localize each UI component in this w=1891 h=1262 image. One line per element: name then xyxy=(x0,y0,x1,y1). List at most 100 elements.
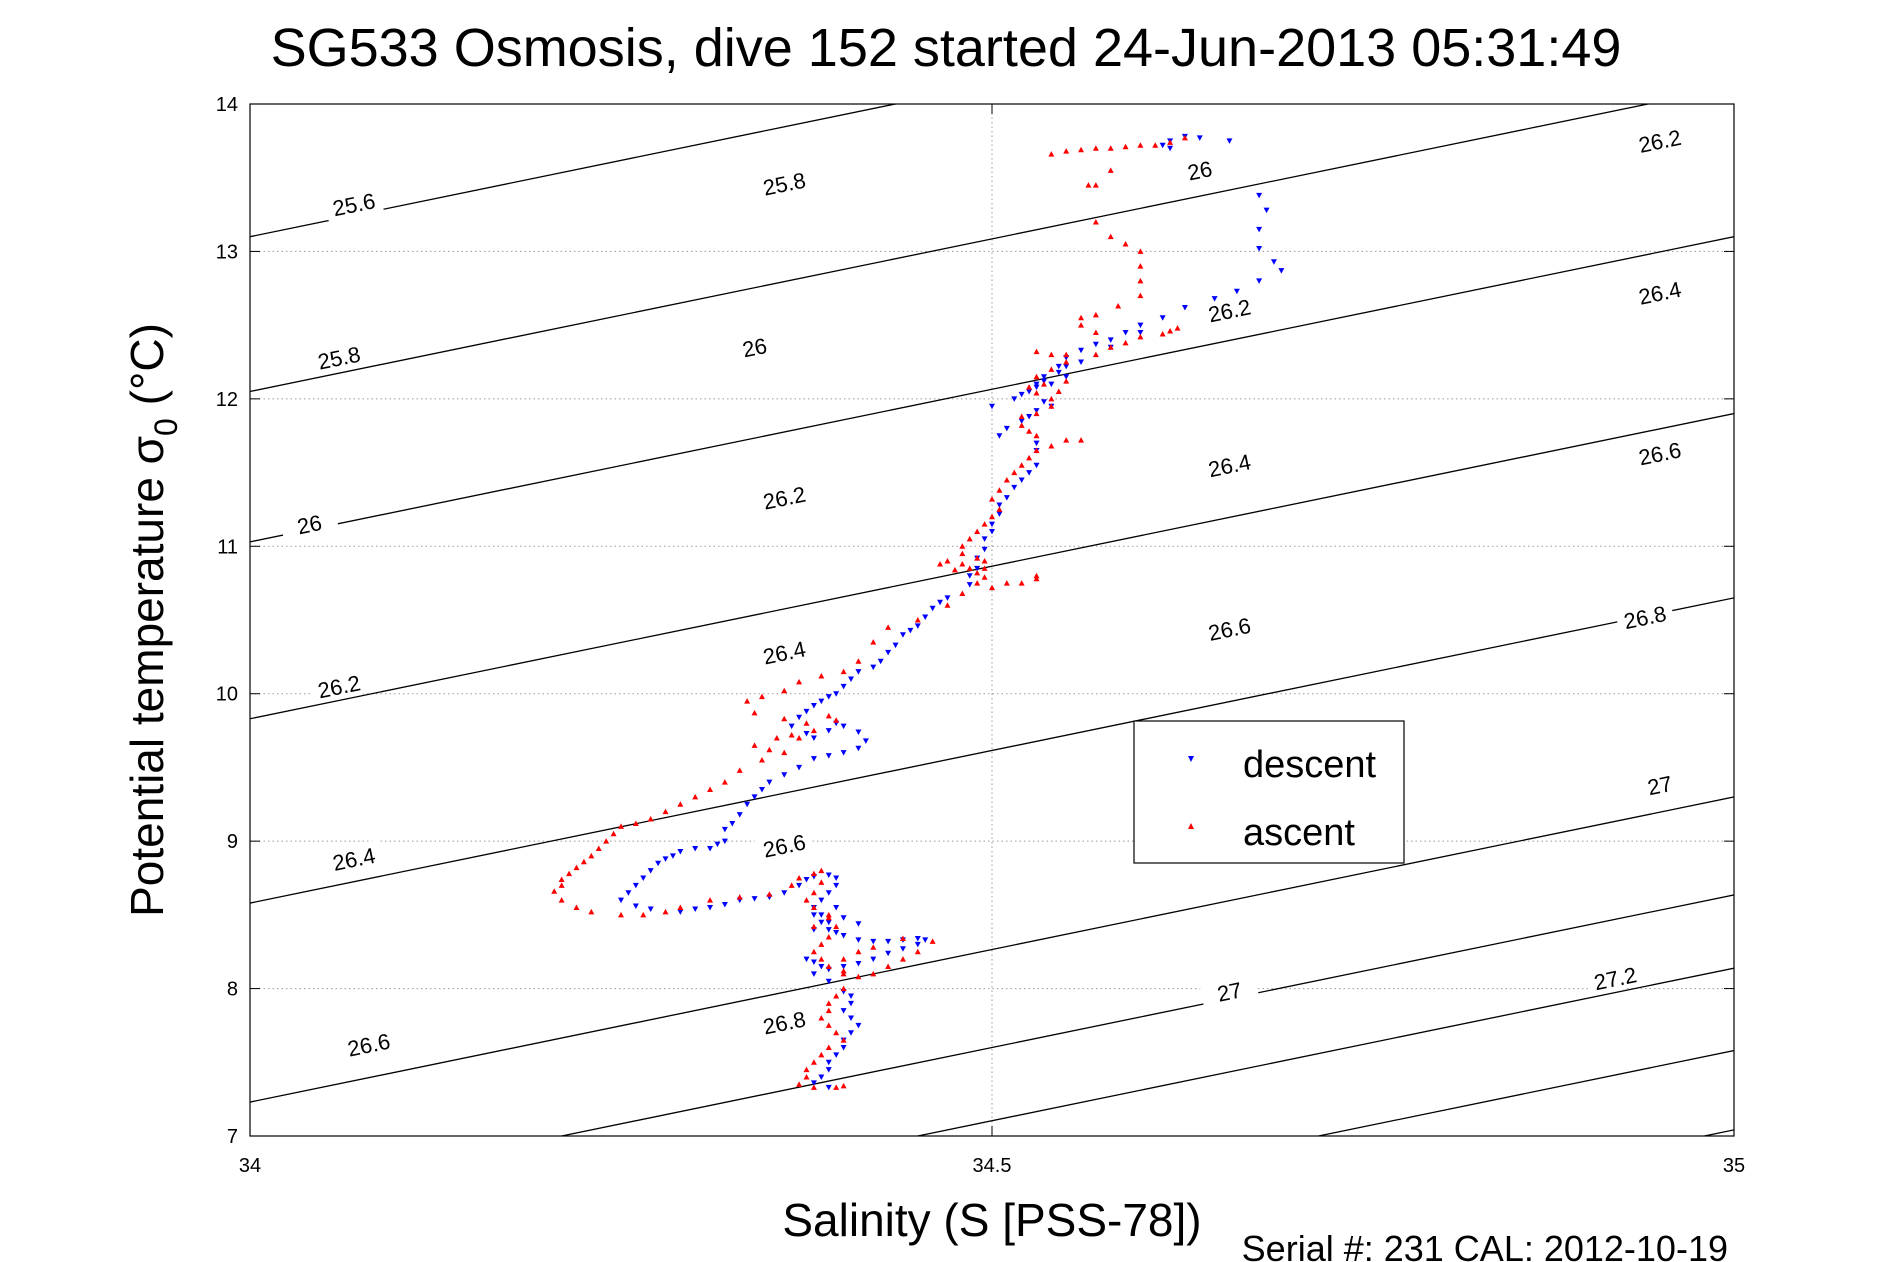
ascent-point xyxy=(885,963,892,969)
ascent-point xyxy=(833,1084,840,1090)
isopycnal-label-bg xyxy=(1169,150,1230,188)
y-axis-label-subscript: 0 xyxy=(148,418,184,436)
descent-point xyxy=(758,787,765,793)
descent-point xyxy=(1011,396,1018,402)
isopycnal-line xyxy=(250,796,1734,1103)
descent-point xyxy=(870,938,877,945)
descent-point xyxy=(632,882,639,889)
ascent-point xyxy=(825,914,832,921)
ascent-point xyxy=(818,1015,825,1021)
ascent-point xyxy=(647,816,654,822)
isopycnal-label-bg xyxy=(1199,445,1260,483)
ascent-point xyxy=(744,698,751,704)
ascent-point xyxy=(1026,428,1033,434)
descent-point xyxy=(855,937,862,943)
ascent-point xyxy=(1092,218,1099,225)
descent-point xyxy=(1040,374,1047,380)
ascent-point xyxy=(1048,366,1055,372)
descent-point xyxy=(1026,414,1033,420)
ascent-point xyxy=(944,602,951,608)
descent-point xyxy=(848,676,855,682)
ascent-point xyxy=(974,555,981,561)
descent-point xyxy=(1196,135,1203,141)
descent-point xyxy=(855,961,862,967)
descent-point xyxy=(825,890,832,896)
ascent-point xyxy=(981,565,988,571)
ascent-point xyxy=(996,487,1003,493)
isopycnal-line xyxy=(917,967,1734,1136)
descent-point xyxy=(1033,440,1040,447)
descent-point xyxy=(981,546,988,553)
descent-point xyxy=(1040,399,1047,405)
descent-point xyxy=(796,764,803,771)
ascent-point xyxy=(825,911,832,918)
descent-point xyxy=(855,921,862,927)
ascent-point xyxy=(773,734,780,741)
ascent-point xyxy=(580,858,587,865)
descent-point xyxy=(848,1015,855,1022)
isopycnal-line xyxy=(250,104,1652,393)
descent-point xyxy=(825,872,832,879)
ascent-point xyxy=(736,894,743,900)
ascent-point xyxy=(825,712,832,719)
ascent-point xyxy=(855,658,862,664)
isopycnal-label: 26.4 xyxy=(323,839,384,877)
isopycnal-line xyxy=(250,104,899,238)
ascent-point xyxy=(573,904,580,910)
descent-point xyxy=(1233,288,1240,295)
descent-point xyxy=(862,738,869,744)
ascent-point xyxy=(677,801,684,807)
isopycnal-label-bg xyxy=(1614,597,1675,635)
descent-point xyxy=(922,937,929,943)
descent-point xyxy=(848,1000,855,1007)
ascent-point xyxy=(959,550,966,557)
ascent-point xyxy=(1011,469,1018,476)
ascent-point xyxy=(914,617,921,623)
ascent-point xyxy=(588,852,595,859)
y-tick-label: 10 xyxy=(216,684,238,706)
isopycnal-label-text: 26 xyxy=(1185,156,1214,185)
y-tick-label: 8 xyxy=(227,979,238,1001)
ascent-point xyxy=(1033,410,1040,417)
isopycnal-line xyxy=(250,236,1734,543)
descent-point xyxy=(855,745,862,752)
series-descent xyxy=(618,133,1285,1091)
ascent-point xyxy=(781,687,788,694)
descent-point xyxy=(1055,369,1062,376)
descent-point xyxy=(907,627,914,634)
descent-point xyxy=(833,875,840,881)
contour-group: 25.625.825.826262626.226.226.226.226.426… xyxy=(250,104,1734,1136)
legend-descent-label: descent xyxy=(1243,744,1377,786)
descent-point xyxy=(937,599,944,606)
ascent-point xyxy=(959,543,966,549)
descent-point xyxy=(1033,381,1040,388)
ascent-point xyxy=(833,717,840,723)
descent-point xyxy=(966,573,973,579)
descent-point xyxy=(810,912,817,918)
descent-point xyxy=(810,1080,817,1086)
ascent-point xyxy=(618,911,624,918)
descent-point xyxy=(929,605,936,612)
descent-point xyxy=(825,1084,832,1091)
series-ascent xyxy=(551,134,1188,1090)
descent-point xyxy=(1018,477,1025,483)
ascent-point xyxy=(1092,145,1099,151)
ascent-point xyxy=(1085,182,1092,188)
descent-point xyxy=(662,856,669,862)
density-contours: 25.625.825.826262626.226.226.226.226.426… xyxy=(250,104,1734,1136)
ascent-point xyxy=(1018,462,1025,468)
isopycnal-label: 26.4 xyxy=(753,633,815,670)
ascent-point xyxy=(989,513,995,520)
ascent-point xyxy=(981,558,988,564)
ascent-point xyxy=(1040,381,1047,387)
ascent-point xyxy=(1063,437,1070,443)
descent-point xyxy=(914,623,921,629)
descent-point xyxy=(840,932,847,939)
isopycnal-label: 26 xyxy=(1169,150,1230,188)
y-axis-label-unit: (°C) xyxy=(121,323,173,418)
ascent-point xyxy=(974,528,981,535)
isopycnal-label: 26 xyxy=(724,327,785,365)
ascent-point xyxy=(677,904,684,910)
descent-point xyxy=(1226,138,1233,144)
